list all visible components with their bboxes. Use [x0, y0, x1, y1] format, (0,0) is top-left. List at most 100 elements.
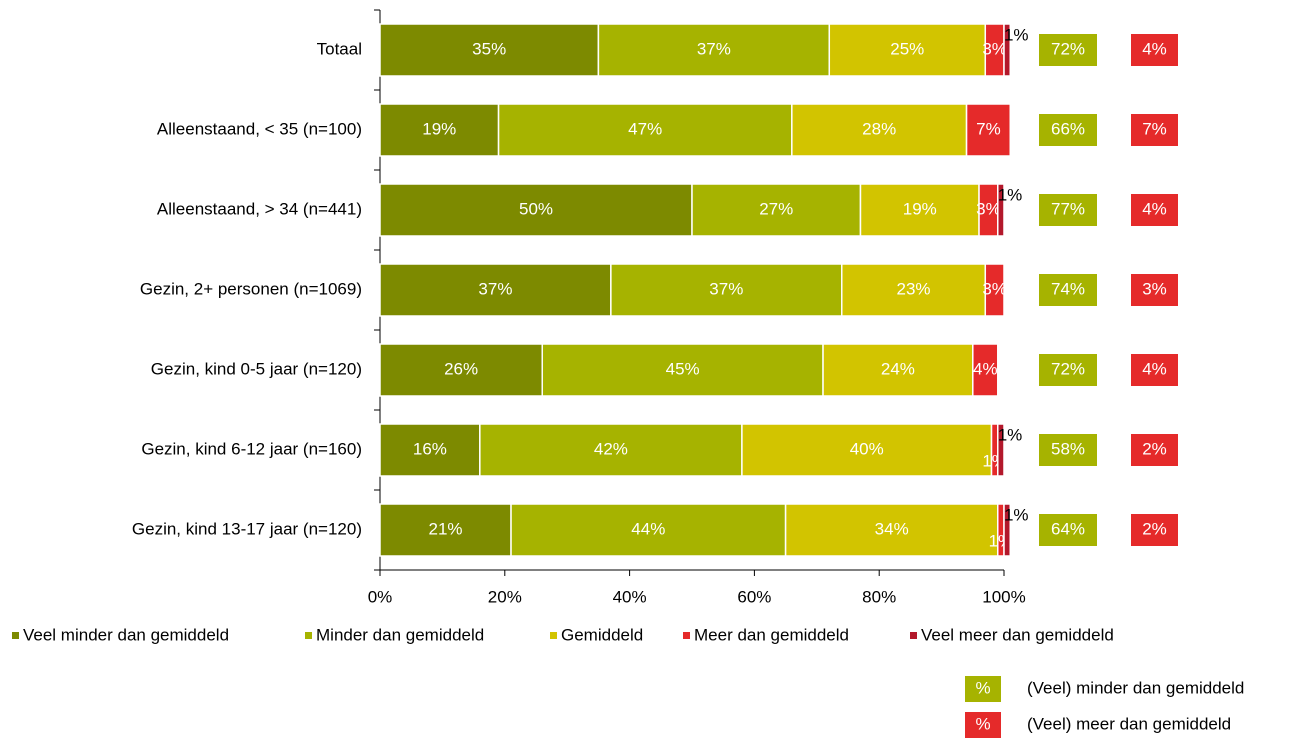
category-label: Alleenstaand, > 34 (n=441)	[157, 199, 362, 218]
bar-segment	[379, 503, 512, 557]
summary-box	[1039, 434, 1097, 466]
category-label: Gezin, kind 6-12 jaar (n=160)	[141, 439, 362, 458]
x-tick-label: 0%	[368, 587, 393, 606]
legend-box	[965, 712, 1001, 738]
legend-swatch	[305, 632, 312, 639]
data-label: 34%	[875, 519, 909, 538]
bar-segment	[541, 343, 824, 397]
data-label: 7%	[976, 119, 1001, 138]
bar-segment	[610, 263, 843, 317]
data-label: 42%	[594, 439, 628, 458]
data-label: 45%	[666, 359, 700, 378]
category-label: Gezin, kind 13-17 jaar (n=120)	[132, 519, 362, 538]
data-label: 19%	[903, 199, 937, 218]
bar-segment	[828, 23, 987, 77]
x-tick-label: 40%	[613, 587, 647, 606]
bar-segment	[972, 343, 999, 397]
data-label: 21%	[429, 519, 463, 538]
x-tick-label: 60%	[737, 587, 771, 606]
summary-box	[1131, 114, 1178, 146]
summary-label: 77%	[1051, 199, 1085, 218]
bar-segment	[791, 103, 968, 157]
summary-label: 4%	[1142, 359, 1167, 378]
bar-segment	[379, 343, 543, 397]
bar-segment	[379, 23, 600, 77]
summary-box	[1039, 34, 1097, 66]
bar-segment	[965, 103, 1011, 157]
data-label: 1%	[998, 185, 1023, 204]
data-label: 19%	[422, 119, 456, 138]
summary-label: 4%	[1142, 39, 1167, 58]
bar-segment	[822, 343, 974, 397]
bar-segment	[997, 183, 1005, 237]
data-label: 1%	[998, 425, 1023, 444]
data-label: 3%	[982, 39, 1007, 58]
data-label: 25%	[890, 39, 924, 58]
data-label: 47%	[628, 119, 662, 138]
legend-label: Veel minder dan gemiddeld	[23, 625, 229, 644]
bar-segment	[1003, 503, 1011, 557]
summary-label: 3%	[1142, 279, 1167, 298]
data-label: 26%	[444, 359, 478, 378]
bar-segment	[741, 423, 993, 477]
summary-box	[1131, 434, 1178, 466]
data-label: 27%	[759, 199, 793, 218]
summary-box	[1131, 514, 1178, 546]
summary-label: 2%	[1142, 519, 1167, 538]
summary-box	[1131, 354, 1178, 386]
summary-label: 66%	[1051, 119, 1085, 138]
legend-swatch	[12, 632, 19, 639]
legend-label: (Veel) meer dan gemiddeld	[1027, 714, 1231, 733]
data-label: 1%	[1004, 25, 1029, 44]
summary-box	[1039, 114, 1097, 146]
summary-box	[1039, 354, 1097, 386]
category-label: Gezin, 2+ personen (n=1069)	[140, 279, 362, 298]
x-tick-label: 20%	[488, 587, 522, 606]
summary-label: 58%	[1051, 439, 1085, 458]
category-label: Alleenstaand, < 35 (n=100)	[157, 119, 362, 138]
summary-box	[1039, 514, 1097, 546]
category-label: Totaal	[317, 39, 362, 58]
data-label: 3%	[982, 279, 1007, 298]
legend-label: Minder dan gemiddeld	[316, 625, 484, 644]
data-label: 50%	[519, 199, 553, 218]
data-label: 37%	[709, 279, 743, 298]
legend-symbol: %	[975, 714, 990, 733]
legend-swatch	[683, 632, 690, 639]
data-label: 35%	[472, 39, 506, 58]
data-label: 3%	[976, 199, 1001, 218]
bar-segment	[984, 263, 1005, 317]
legend-box	[965, 676, 1001, 702]
data-label: 37%	[697, 39, 731, 58]
data-label: 16%	[413, 439, 447, 458]
summary-box	[1131, 34, 1178, 66]
category-label: Gezin, kind 0-5 jaar (n=120)	[151, 359, 362, 378]
legend-label: Veel meer dan gemiddeld	[921, 625, 1114, 644]
summary-label: 64%	[1051, 519, 1085, 538]
x-tick-label: 100%	[982, 587, 1025, 606]
bar-segment	[597, 23, 831, 77]
legend-swatch	[550, 632, 557, 639]
legend-swatch	[910, 632, 917, 639]
bar-segment	[479, 423, 743, 477]
x-tick-label: 80%	[862, 587, 896, 606]
data-label: 44%	[631, 519, 665, 538]
bar-segment	[497, 103, 793, 157]
bar-segment	[379, 423, 481, 477]
data-label: 24%	[881, 359, 915, 378]
summary-box	[1039, 194, 1097, 226]
summary-label: 74%	[1051, 279, 1085, 298]
bar-segment	[841, 263, 987, 317]
summary-box	[1131, 274, 1178, 306]
summary-label: 4%	[1142, 199, 1167, 218]
legend-label: Meer dan gemiddeld	[694, 625, 849, 644]
bar-segment	[997, 423, 1005, 477]
summary-label: 72%	[1051, 359, 1085, 378]
legend-label: (Veel) minder dan gemiddeld	[1027, 678, 1244, 697]
bar-segment	[1003, 23, 1011, 77]
summary-box	[1039, 274, 1097, 306]
data-label: 1%	[1004, 505, 1029, 524]
bar-segment	[784, 503, 999, 557]
summary-label: 72%	[1051, 39, 1085, 58]
